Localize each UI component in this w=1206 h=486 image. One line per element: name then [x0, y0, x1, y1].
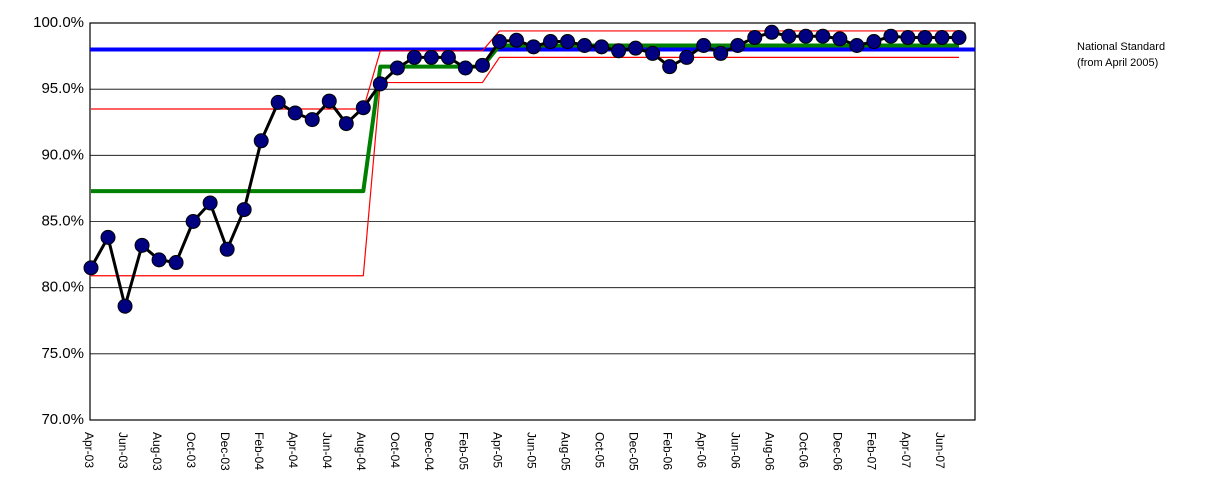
data-point: [577, 37, 593, 53]
x-tick-label: Feb-06: [660, 432, 674, 470]
y-tick-label: 100.0%: [33, 14, 84, 31]
x-tick-label: Apr-07: [899, 432, 913, 468]
x-tick-label: Jun-04: [320, 432, 334, 469]
data-point: [917, 30, 933, 46]
annotation: National Standard: [1077, 41, 1165, 53]
x-tick-label: Apr-03: [82, 432, 96, 468]
data-point: [236, 202, 252, 218]
data-point: [304, 112, 320, 128]
data-point: [543, 34, 559, 50]
x-tick-label: Apr-05: [490, 432, 504, 468]
data-point: [628, 40, 644, 56]
data-point: [713, 45, 729, 61]
x-tick-label: Oct-04: [388, 432, 402, 468]
data-point: [798, 28, 814, 44]
series-line: [91, 56, 959, 277]
x-tick-label: Dec-04: [422, 432, 436, 471]
data-point: [645, 45, 661, 61]
series-line: [89, 30, 959, 308]
x-tick-label: Aug-03: [150, 432, 164, 471]
data-point: [185, 214, 201, 229]
x-tick-label: Apr-04: [286, 432, 300, 468]
series-line: [91, 43, 959, 194]
x-tick-label: Jun-05: [524, 432, 538, 469]
x-tick-label: Jun-03: [116, 432, 130, 469]
data-point: [219, 241, 235, 257]
data-point: [696, 37, 712, 53]
data-point: [832, 31, 848, 47]
x-tick-label: Feb-04: [252, 432, 266, 470]
x-tick-label: Oct-05: [592, 432, 606, 468]
x-tick-label: Feb-05: [456, 432, 470, 470]
data-point: [134, 237, 150, 253]
x-tick-label: Jun-06: [729, 432, 743, 469]
x-tick-label: Apr-06: [695, 432, 709, 468]
data-point: [321, 93, 337, 109]
data-point: [883, 28, 899, 44]
x-tick-label: Aug-05: [558, 432, 572, 471]
data-point: [474, 57, 490, 73]
data-point: [100, 229, 116, 245]
data-point: [951, 30, 967, 46]
data-point: [355, 100, 371, 116]
data-point: [168, 255, 184, 271]
data-point: [594, 39, 610, 55]
data-point: [270, 94, 286, 110]
data-point: [849, 37, 865, 53]
data-point: [781, 28, 797, 44]
x-tick-label: Dec-06: [831, 432, 845, 471]
data-point: [457, 60, 473, 76]
data-point: [815, 28, 831, 44]
data-point: [372, 76, 388, 92]
x-tick-label: Dec-05: [626, 432, 640, 471]
x-tick-label: Jun-07: [933, 432, 947, 469]
data-point: [117, 298, 133, 314]
series-line: [91, 30, 959, 110]
y-tick-label: 95.0%: [41, 80, 84, 97]
data-point: [611, 43, 627, 59]
data-point: [526, 39, 541, 55]
data-point: [560, 34, 576, 50]
data-point: [747, 30, 763, 46]
data-point: [900, 30, 916, 46]
x-tick-label: Aug-06: [763, 432, 777, 471]
y-tick-label: 85.0%: [41, 212, 84, 229]
data-point: [764, 24, 780, 40]
x-tick-label: Oct-03: [184, 432, 198, 468]
data-point: [151, 252, 167, 268]
data-point: [406, 49, 422, 65]
data-point: [866, 34, 882, 50]
y-tick-label: 90.0%: [41, 146, 84, 163]
y-tick-label: 75.0%: [41, 345, 84, 362]
data-point: [202, 195, 218, 211]
data-point: [440, 49, 456, 65]
data-point: [730, 37, 746, 53]
data-point: [389, 60, 405, 76]
data-point: [508, 32, 524, 48]
x-tick-label: Aug-04: [354, 432, 368, 471]
x-tick-label: Feb-07: [865, 432, 879, 470]
plot-area: [89, 22, 976, 421]
data-point: [83, 260, 99, 276]
data-point: [287, 105, 303, 121]
x-tick-label: Dec-03: [218, 432, 232, 471]
annotation: (from April 2005): [1077, 57, 1158, 69]
data-point: [491, 34, 507, 50]
y-tick-label: 80.0%: [41, 279, 84, 296]
data-point: [423, 49, 439, 65]
data-point: [662, 59, 678, 75]
data-point: [338, 116, 354, 132]
x-tick-label: Oct-06: [797, 432, 811, 468]
data-point: [679, 49, 695, 65]
y-tick-label: 70.0%: [41, 411, 84, 428]
data-point: [253, 133, 269, 149]
data-point: [934, 30, 950, 46]
